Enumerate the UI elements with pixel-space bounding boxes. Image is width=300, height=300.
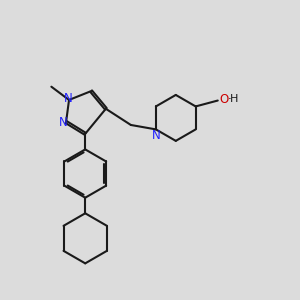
Text: ·: ·	[228, 93, 232, 106]
Text: O: O	[220, 93, 229, 106]
Text: N: N	[64, 92, 73, 105]
Text: N: N	[152, 129, 161, 142]
Text: H: H	[230, 94, 238, 104]
Text: N: N	[59, 116, 68, 128]
